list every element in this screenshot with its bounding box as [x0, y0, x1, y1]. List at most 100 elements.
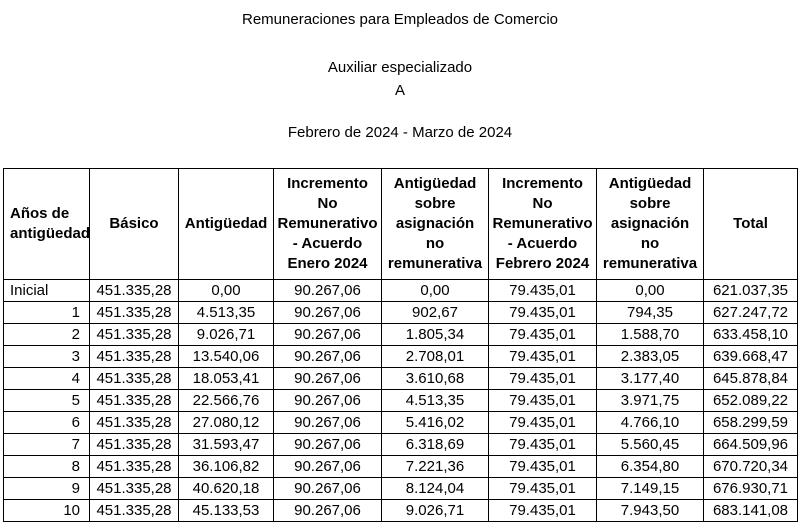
column-header: Incremento No Remunerativo - Acuerdo Feb…	[488, 168, 597, 280]
column-header: Incremento No Remunerativo - Acuerdo Ene…	[273, 168, 382, 280]
document-title: Remuneraciones para Empleados de Comerci…	[242, 11, 558, 28]
category-label: A	[394, 82, 405, 99]
value-cell: 79.435,01	[488, 301, 597, 324]
value-cell: 627.247,72	[703, 301, 798, 324]
position-subtitle: Auxiliar especializado	[327, 59, 473, 76]
value-cell: 79.435,01	[488, 389, 597, 412]
value-cell: 18.053,41	[178, 367, 274, 390]
table-row: 9 451.335,28 40.620,18 90.267,06 8.124,04 79.…	[3, 477, 798, 500]
column-header: Total	[703, 168, 798, 280]
value-cell: 8.124,04	[381, 477, 489, 500]
value-cell: 451.335,28	[89, 389, 179, 412]
value-cell: 3.971,75	[596, 389, 704, 412]
seniority-cell: 5	[3, 389, 90, 412]
value-cell: 79.435,01	[488, 323, 597, 346]
value-cell: 36.106,82	[178, 455, 274, 478]
seniority-cell: 4	[3, 367, 90, 390]
seniority-cell: 2	[3, 323, 90, 346]
value-cell: 1.805,34	[381, 323, 489, 346]
value-cell: 664.509,96	[703, 433, 798, 456]
value-cell: 6.354,80	[596, 455, 704, 478]
value-cell: 2.708,01	[381, 345, 489, 368]
value-cell: 40.620,18	[178, 477, 274, 500]
value-cell: 621.037,35	[703, 279, 798, 302]
value-cell: 633.458,10	[703, 323, 798, 346]
value-cell: 652.089,22	[703, 389, 798, 412]
value-cell: 7.149,15	[596, 477, 704, 500]
value-cell: 90.267,06	[273, 323, 382, 346]
value-cell: 27.080,12	[178, 411, 274, 434]
value-cell: 90.267,06	[273, 345, 382, 368]
value-cell: 90.267,06	[273, 301, 382, 324]
value-cell: 683.141,08	[703, 499, 798, 522]
table-row: 5 451.335,28 22.566,76 90.267,06 4.513,35 79.…	[3, 389, 798, 412]
value-cell: 0,00	[381, 279, 489, 302]
table-header-row: Años de antigüedad Básico Antigüedad Increm…	[3, 168, 798, 280]
document-header: Remuneraciones para Empleados de Comerci…	[0, 0, 800, 142]
table-row: 2 451.335,28 9.026,71 90.267,06 1.805,34 79.4…	[3, 323, 798, 346]
value-cell: 0,00	[178, 279, 274, 302]
value-cell: 79.435,01	[488, 367, 597, 390]
value-cell: 451.335,28	[89, 279, 179, 302]
seniority-cell: 6	[3, 411, 90, 434]
value-cell: 5.560,45	[596, 433, 704, 456]
value-cell: 90.267,06	[273, 367, 382, 390]
seniority-cell: 1	[3, 301, 90, 324]
column-header: Antigüedad sobre asignación no remunerat…	[596, 168, 704, 280]
value-cell: 9.026,71	[381, 499, 489, 522]
table-row: 7 451.335,28 31.593,47 90.267,06 6.318,69 79.…	[3, 433, 798, 456]
value-cell: 9.026,71	[178, 323, 274, 346]
table-row: 10 451.335,28 45.133,53 90.267,06 9.026,71 79…	[3, 499, 798, 522]
value-cell: 3.610,68	[381, 367, 489, 390]
seniority-cell: 9	[3, 477, 90, 500]
value-cell: 451.335,28	[89, 455, 179, 478]
value-cell: 676.930,71	[703, 477, 798, 500]
value-cell: 90.267,06	[273, 477, 382, 500]
seniority-cell: 8	[3, 455, 90, 478]
value-cell: 90.267,06	[273, 411, 382, 434]
table-row: Inicial 451.335,28 0,00 90.267,06 0,00 79.435…	[3, 279, 798, 302]
value-cell: 79.435,01	[488, 477, 597, 500]
table-body: Inicial 451.335,28 0,00 90.267,06 0,00 79.435…	[3, 279, 798, 522]
value-cell: 451.335,28	[89, 367, 179, 390]
value-cell: 451.335,28	[89, 323, 179, 346]
value-cell: 6.318,69	[381, 433, 489, 456]
column-header: Años de antigüedad	[3, 168, 90, 280]
value-cell: 451.335,28	[89, 477, 179, 500]
value-cell: 451.335,28	[89, 499, 179, 522]
value-cell: 451.335,28	[89, 301, 179, 324]
value-cell: 31.593,47	[178, 433, 274, 456]
value-cell: 90.267,06	[273, 433, 382, 456]
value-cell: 79.435,01	[488, 345, 597, 368]
value-cell: 3.177,40	[596, 367, 704, 390]
seniority-cell: 3	[3, 345, 90, 368]
value-cell: 79.435,01	[488, 499, 597, 522]
seniority-cell: 10	[3, 499, 90, 522]
column-header: Básico	[89, 168, 179, 280]
seniority-cell: Inicial	[3, 279, 90, 302]
value-cell: 658.299,59	[703, 411, 798, 434]
value-cell: 7.943,50	[596, 499, 704, 522]
value-cell: 902,67	[381, 301, 489, 324]
value-cell: 794,35	[596, 301, 704, 324]
table-row: 4 451.335,28 18.053,41 90.267,06 3.610,68 79.…	[3, 367, 798, 390]
value-cell: 90.267,06	[273, 455, 382, 478]
value-cell: 90.267,06	[273, 499, 382, 522]
table-row: 1 451.335,28 4.513,35 90.267,06 902,67 79.435…	[3, 301, 798, 324]
column-header: Antigüedad sobre asignación no remunerat…	[381, 168, 489, 280]
value-cell: 79.435,01	[488, 411, 597, 434]
value-cell: 22.566,76	[178, 389, 274, 412]
value-cell: 13.540,06	[178, 345, 274, 368]
value-cell: 7.221,36	[381, 455, 489, 478]
table-row: 8 451.335,28 36.106,82 90.267,06 7.221,36 79.…	[3, 455, 798, 478]
value-cell: 670.720,34	[703, 455, 798, 478]
value-cell: 451.335,28	[89, 411, 179, 434]
value-cell: 0,00	[596, 279, 704, 302]
value-cell: 45.133,53	[178, 499, 274, 522]
value-cell: 1.588,70	[596, 323, 704, 346]
value-cell: 645.878,84	[703, 367, 798, 390]
value-cell: 451.335,28	[89, 433, 179, 456]
table-row: 6 451.335,28 27.080,12 90.267,06 5.416,02 79.…	[3, 411, 798, 434]
value-cell: 2.383,05	[596, 345, 704, 368]
